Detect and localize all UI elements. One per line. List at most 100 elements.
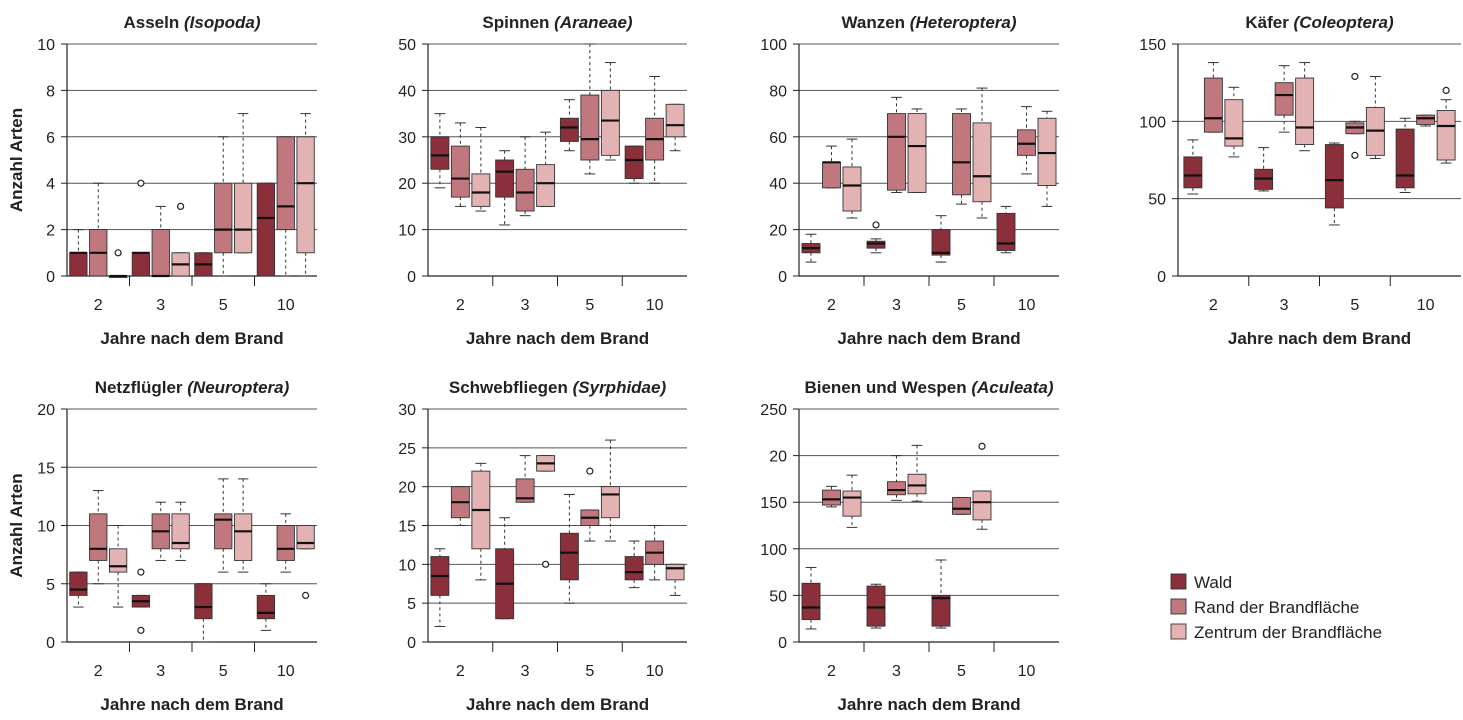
y-tick-label: 150 <box>760 495 787 512</box>
box-body <box>430 136 450 170</box>
outlier-point <box>177 202 185 210</box>
y-tick-label: 40 <box>398 83 416 100</box>
y-tick-label: 6 <box>46 130 55 147</box>
box-wald <box>495 150 515 226</box>
box-body <box>1395 128 1415 189</box>
x-axis-label: Jahre nach dem Brand <box>466 695 649 714</box>
box-wald <box>801 566 821 630</box>
box-rand <box>580 467 600 542</box>
x-tick-label: 5 <box>585 297 594 314</box>
box-wald <box>1183 139 1203 195</box>
box-zentrum <box>171 501 190 561</box>
panel-title: Spinnen (Araneae) <box>482 13 633 32</box>
box-zentrum <box>536 131 556 207</box>
box-wald <box>624 540 644 589</box>
box-rand <box>450 486 470 526</box>
box-zentrum <box>972 87 992 219</box>
box-rand <box>214 478 233 573</box>
box-body <box>536 164 556 207</box>
y-tick-label: 20 <box>398 480 416 497</box>
box-body <box>214 182 233 254</box>
y-tick-label: 100 <box>760 37 787 54</box>
box-body <box>233 182 253 254</box>
box-body <box>276 136 295 231</box>
box-body <box>907 113 927 193</box>
box-zentrum <box>1365 75 1385 159</box>
box-zentrum <box>665 103 685 152</box>
title-taxon: (Aculeata) <box>971 378 1054 397</box>
box-wald <box>430 113 450 189</box>
box-rand <box>276 136 295 277</box>
box-rand <box>276 513 295 573</box>
box-wald <box>866 221 886 254</box>
box-rand <box>952 108 971 205</box>
box-wald <box>69 229 88 277</box>
y-tick-label: 50 <box>769 588 787 605</box>
box-body <box>665 563 685 581</box>
box-zentrum <box>907 444 927 502</box>
outlier-point <box>137 568 145 576</box>
box-rand <box>822 485 841 508</box>
outlier-point <box>872 221 880 229</box>
box-body <box>907 473 927 495</box>
box-body <box>972 122 992 203</box>
box-rand <box>1345 72 1365 159</box>
x-tick-label: 3 <box>892 663 901 680</box>
box-rand <box>645 75 665 184</box>
y-tick-label: 0 <box>407 269 416 286</box>
panel-title: Wanzen (Heteroptera) <box>841 13 1016 32</box>
x-tick-label: 3 <box>156 663 165 680</box>
box-body <box>600 486 620 519</box>
y-tick-label: 8 <box>46 83 55 100</box>
title-name: Netzflügler <box>95 378 188 397</box>
y-tick-label: 100 <box>1139 114 1166 131</box>
box-wald <box>931 215 951 263</box>
y-tick-label: 15 <box>37 460 55 477</box>
box-body <box>1037 117 1057 186</box>
box-body <box>931 594 951 627</box>
y-tick-label: 250 <box>760 402 787 419</box>
box-body <box>1224 99 1244 147</box>
box-body <box>624 145 644 180</box>
y-tick-label: 50 <box>1148 192 1166 209</box>
box-body <box>580 94 600 161</box>
box-body <box>69 252 88 277</box>
box-zentrum <box>233 478 253 573</box>
x-tick-label: 10 <box>646 663 664 680</box>
box-wald <box>931 559 951 629</box>
y-tick-label: 10 <box>398 557 416 574</box>
box-body <box>1017 129 1036 156</box>
box-body <box>515 478 535 503</box>
box-body <box>1416 114 1436 125</box>
box-rand <box>1416 114 1436 127</box>
panel-6: 0 50 100 150 20 250 2 3 5 10 Bienen und Wespen (Ac… <box>760 378 1059 714</box>
box-zentrum <box>600 439 620 542</box>
box-body <box>256 182 276 277</box>
box-body <box>131 252 151 277</box>
y-tick-label: 0 <box>46 269 55 286</box>
box-wald <box>131 568 151 634</box>
box-rand <box>887 455 906 501</box>
box-zentrum <box>1037 110 1057 207</box>
y-tick-label: 150 <box>1139 37 1166 54</box>
box-zentrum <box>108 249 128 278</box>
box-zentrum <box>665 563 685 596</box>
y-tick-label: 30 <box>398 402 416 419</box>
title-taxon: (Heteroptera) <box>910 13 1017 32</box>
box-rand <box>1017 106 1036 175</box>
x-tick-label: 3 <box>521 297 530 314</box>
box-wald <box>1254 147 1274 192</box>
box-wald <box>131 179 151 277</box>
x-tick-label: 10 <box>1018 297 1036 314</box>
panel-2: 0 20 40 60 80 100 2 3 5 10 Wanzen (Heteroptera) Jah… <box>760 13 1059 348</box>
box-rand <box>89 182 108 277</box>
box-body <box>296 525 315 550</box>
title-taxon: (Isopoda) <box>184 13 261 32</box>
legend-swatch <box>1170 598 1187 615</box>
box-body <box>276 525 295 561</box>
box-rand <box>952 497 971 515</box>
box-body <box>887 113 906 191</box>
x-tick-label: 5 <box>957 297 966 314</box>
panel-title: Käfer (Coleoptera) <box>1245 13 1394 32</box>
